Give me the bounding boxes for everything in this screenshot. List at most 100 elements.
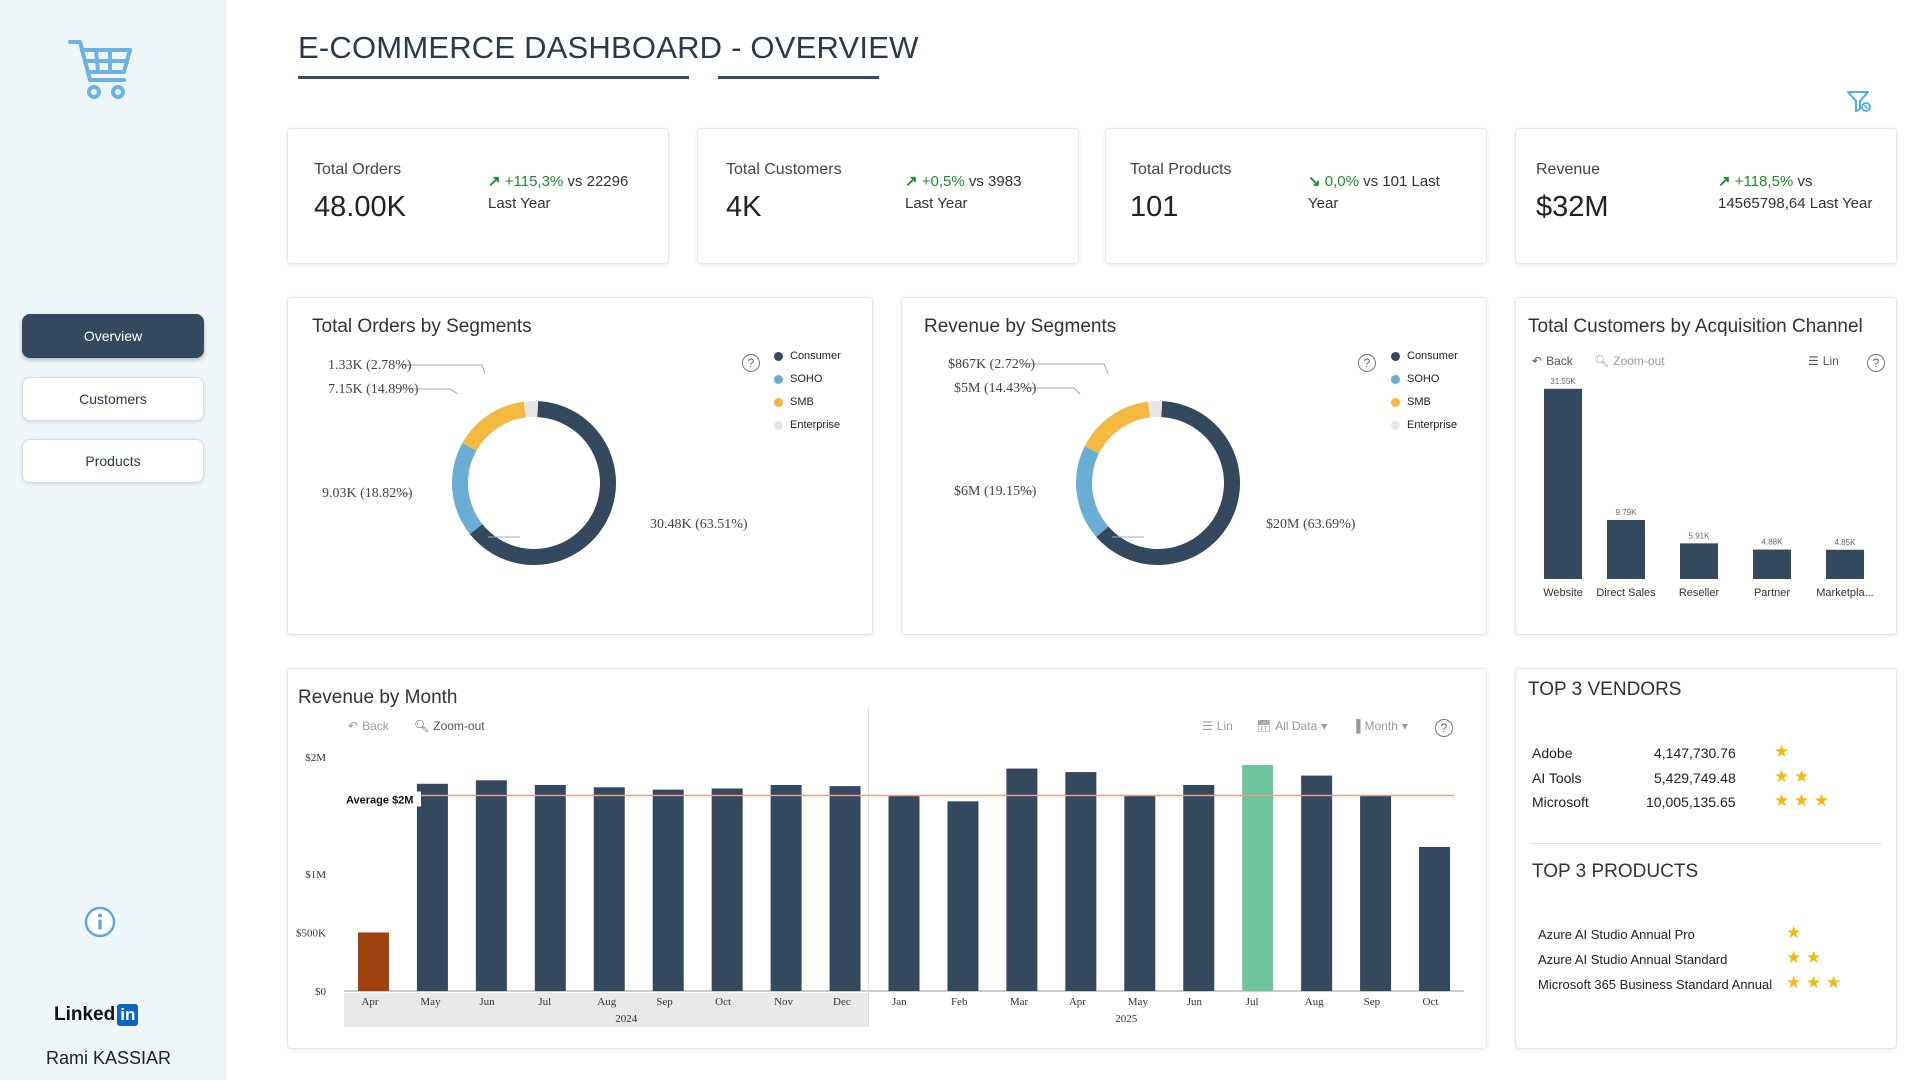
legend-item[interactable]: SOHO (1391, 373, 1458, 385)
nav-overview-button[interactable]: Overview (22, 314, 204, 358)
kpi-delta: ↗ +118,5% vs 14565798,64 Last Year (1718, 171, 1872, 215)
bar-mar-2025[interactable] (1006, 768, 1038, 991)
bar-jun-2025[interactable] (1183, 784, 1215, 991)
sidebar: Overview Customers Products Linked in Ram… (0, 0, 226, 1080)
lin-toggle[interactable]: ☰ Lin (1202, 719, 1233, 733)
month-dropdown[interactable]: ▐ Month ▾ (1352, 719, 1408, 733)
help-icon[interactable]: ? (742, 354, 760, 372)
revenue-by-month-card: Revenue by Month ↶ Back 🔍︎ Zoom-out ☰ Lin 📅… (287, 668, 1487, 1049)
legend-dot (774, 374, 783, 384)
acquisition-channel-card: Total Customers by Acquisition Channel ↶… (1515, 297, 1897, 635)
bar-may-2025[interactable] (1124, 795, 1156, 991)
bar-sep-2025[interactable] (1360, 795, 1392, 991)
year-band-2024[interactable] (344, 993, 869, 1027)
bar-partner[interactable] (1753, 549, 1791, 579)
legend: Consumer SOHO SMB Enterprise (1391, 350, 1458, 442)
month-label: Aug (1305, 996, 1324, 1008)
linkedin-text: Linked (54, 1004, 116, 1025)
y-tick-label: $0 (315, 986, 327, 998)
donut-slice-consumer[interactable] (1096, 401, 1240, 565)
star-rating-icon: ★ ★ (1774, 767, 1810, 786)
bar-sep-2024[interactable] (652, 789, 684, 991)
donut-slice-soho[interactable] (1076, 446, 1109, 538)
kpi-compare: 14565798,64 Last Year (1718, 195, 1873, 212)
bar-dec-2024[interactable] (829, 786, 861, 991)
bar-jan-2025[interactable] (888, 795, 920, 991)
kpi-delta: ↘ 0,0% vs 101 Last Year (1308, 171, 1440, 215)
back-arrow-icon: ↶ (1532, 354, 1543, 368)
bar-direct-sales[interactable] (1607, 519, 1645, 579)
lin-label: Lin (1216, 719, 1233, 733)
bar-jul-2025[interactable] (1242, 765, 1274, 991)
back-label: Back (1546, 354, 1573, 368)
nav-customers-button[interactable]: Customers (22, 377, 204, 421)
bar-marketpla-[interactable] (1826, 549, 1864, 579)
bar-chart: $0 $500K $1M $2M Apr May Jun Jul Aug Sep Oct Nov Dec… (296, 707, 1464, 1027)
bar-oct-2024[interactable] (711, 788, 743, 991)
back-button[interactable]: ↶ Back (1532, 354, 1573, 368)
help-icon[interactable]: ? (1435, 719, 1453, 737)
top-vendors-products-card: TOP 3 VENDORS Adobe 4,147,730.76 ★ AI To… (1515, 668, 1897, 1049)
bar-jun-2024[interactable] (475, 780, 507, 991)
info-icon[interactable] (84, 906, 116, 938)
legend-item[interactable]: Enterprise (774, 419, 841, 431)
donut-slice-smb[interactable] (1084, 401, 1151, 454)
legend-item[interactable]: Consumer (1391, 350, 1458, 362)
month-label: Jan (892, 996, 907, 1008)
kpi-value: $32M (1536, 191, 1609, 223)
bar-reseller[interactable] (1680, 543, 1718, 579)
legend-item[interactable]: Enterprise (1391, 419, 1458, 431)
y-tick-label: $500K (296, 927, 326, 939)
bar-website[interactable] (1544, 388, 1582, 579)
zoom-out-button[interactable]: 🔍︎ Zoom-out (1594, 354, 1665, 368)
month-label: Jul (538, 996, 551, 1008)
kpi-delta: ↗ +0,5% vs 3983 Last Year (905, 171, 1021, 215)
bar-apr-2024[interactable] (357, 932, 389, 991)
legend-item[interactable]: SMB (774, 396, 841, 408)
legend-item[interactable]: SOHO (774, 373, 841, 385)
chart-title: Total Customers by Acquisition Channel (1528, 316, 1863, 337)
chart-title: Total Orders by Segments (312, 316, 532, 337)
arrow-up-icon: ↗ (905, 173, 918, 190)
lin-toggle[interactable]: ☰ Lin (1808, 354, 1839, 368)
legend-item[interactable]: SMB (1391, 396, 1458, 408)
linkedin-in-badge: in (117, 1004, 139, 1026)
legend-item[interactable]: Consumer (774, 350, 841, 362)
bar-apr-2025[interactable] (1065, 772, 1097, 991)
legend-dot (1391, 420, 1400, 430)
donut-slice-soho[interactable] (452, 442, 483, 535)
month-label: Sep (1364, 996, 1381, 1008)
average-label-bg (344, 791, 421, 807)
zoom-out-button[interactable]: 🔍︎ Zoom-out (414, 719, 485, 733)
vendor-value: 5,429,749.48 (1654, 770, 1736, 786)
donut-slice-enterprise[interactable] (1148, 401, 1163, 418)
legend-label: SOHO (790, 373, 823, 385)
bar-jul-2024[interactable] (534, 784, 566, 991)
donut-chart (398, 364, 616, 565)
zoom-out-label: Zoom-out (1613, 354, 1665, 368)
bar-oct-2025[interactable] (1419, 847, 1451, 991)
bar-feb-2025[interactable] (947, 801, 979, 991)
filter-icon[interactable] (1846, 90, 1872, 114)
donut-slice-smb[interactable] (462, 401, 526, 451)
help-icon[interactable]: ? (1358, 354, 1376, 372)
nav-products-button[interactable]: Products (22, 439, 204, 483)
chart-title: Revenue by Segments (924, 316, 1117, 337)
bar-may-2024[interactable] (416, 783, 448, 991)
bar-aug-2024[interactable] (593, 787, 625, 991)
bar-nov-2024[interactable] (770, 784, 802, 991)
all-data-dropdown[interactable]: 📅︎ All Data ▾ (1256, 719, 1327, 733)
month-label: Jun (479, 996, 495, 1008)
donut-slice-enterprise[interactable] (523, 401, 539, 418)
linkedin-logo[interactable]: Linked in (54, 1004, 139, 1026)
bar-value-label: 31.55K (1550, 377, 1576, 386)
bar-aug-2025[interactable] (1301, 775, 1333, 991)
help-icon[interactable]: ? (1867, 354, 1885, 372)
vendor-name: AI Tools (1532, 770, 1582, 786)
legend: Consumer SOHO SMB Enterprise (774, 350, 841, 442)
category-label: Website (1543, 587, 1583, 599)
back-button[interactable]: ↶ Back (348, 719, 389, 733)
category-label: Reseller (1679, 587, 1720, 599)
vendor-name: Adobe (1532, 745, 1573, 761)
month-label: Month (1364, 719, 1398, 733)
